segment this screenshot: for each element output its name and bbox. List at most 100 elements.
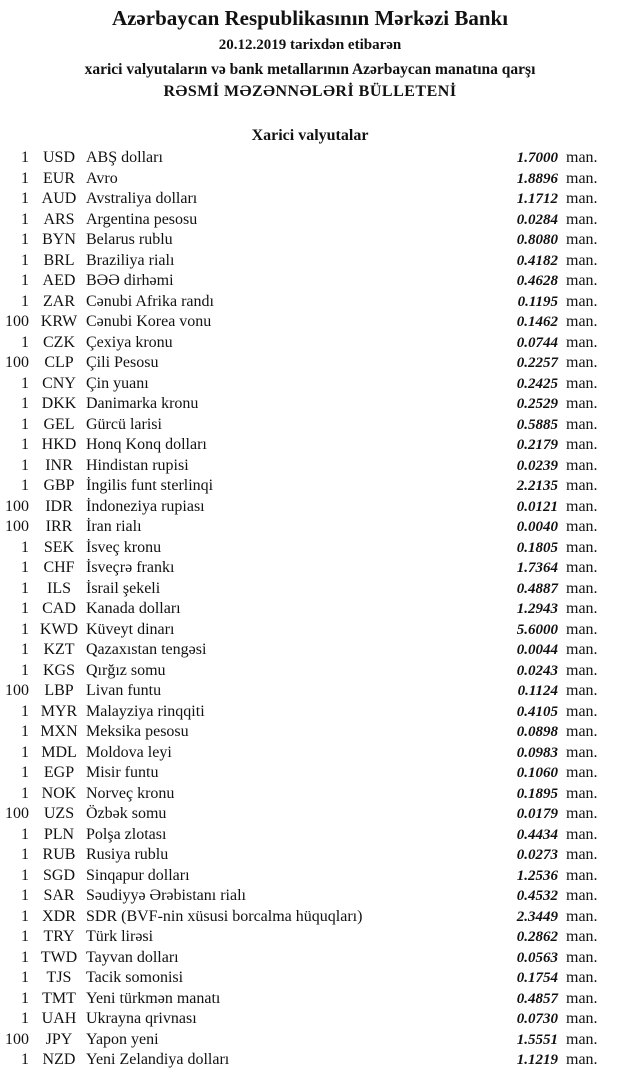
- currency-code: IRR: [45, 518, 73, 535]
- currency-quantity: 1: [21, 661, 29, 679]
- exchange-rate: 0.0273: [516, 847, 558, 863]
- currency-quantity: 100: [5, 497, 29, 515]
- unit-label: man.: [566, 538, 598, 556]
- exchange-rate: 0.0179: [516, 806, 558, 822]
- currency-quantity: 1: [21, 169, 29, 187]
- unit-label: man.: [566, 825, 598, 843]
- currency-row: 1 KZT Qazaxıstan tengəsi 0.0044 man.: [0, 640, 620, 661]
- currency-code: BYN: [42, 231, 76, 248]
- currency-row: 1 PLN Polşa zlotası 0.4434 man.: [0, 825, 620, 846]
- currency-row: 1 RUB Rusiya rublu 0.0273 man.: [0, 845, 620, 866]
- currency-name: Yeni türkmən manatı: [86, 989, 221, 1007]
- currency-quantity: 1: [21, 415, 29, 433]
- exchange-rate: 0.1124: [517, 683, 558, 699]
- currency-name: Sinqapur dolları: [86, 866, 190, 884]
- currency-code: KWD: [39, 620, 79, 638]
- unit-label: man.: [566, 641, 598, 658]
- currency-row: 1 EGP Misir funtu 0.1060 man.: [0, 763, 620, 784]
- unit-label: man.: [566, 866, 598, 884]
- date-line: 20.12.2019 tarixdən etibarən: [218, 37, 402, 53]
- currency-name: Türk lirəsi: [86, 928, 154, 945]
- currency-row: 100 IRR İran rialı 0.0040 man.: [0, 517, 620, 538]
- unit-label: man.: [566, 559, 598, 576]
- unit-label: man.: [566, 149, 598, 166]
- exchange-rate: 0.0040: [516, 519, 558, 535]
- currency-name: Meksika pesosu: [86, 723, 189, 740]
- currency-quantity: 1: [21, 743, 29, 761]
- exchange-rate: 1.7000: [516, 150, 558, 166]
- unit-label: man.: [566, 846, 598, 863]
- unit-label: man.: [566, 989, 598, 1007]
- currency-quantity: 1: [21, 436, 29, 453]
- unit-label: man.: [566, 620, 598, 638]
- currency-name: Yeni Zelandiya dolları: [86, 1051, 230, 1068]
- currency-name: Cənubi Korea vonu: [86, 313, 212, 330]
- currency-code: EGP: [43, 764, 75, 781]
- currency-row: 1 XDR SDR (BVF-nin xüsusi borcalma hüquqla…: [0, 907, 620, 928]
- currency-code: SAR: [43, 887, 75, 904]
- currency-quantity: 1: [21, 333, 29, 351]
- currency-code: SEK: [43, 538, 75, 556]
- unit-label: man.: [566, 190, 598, 207]
- currency-code: CHF: [43, 559, 75, 576]
- currency-code: AUD: [41, 190, 77, 207]
- currency-name: BƏƏ dirhəmi: [86, 272, 174, 289]
- currency-name: Qazaxıstan tengəsi: [86, 641, 207, 658]
- currency-code: PLN: [43, 825, 75, 843]
- exchange-rate: 0.8080: [516, 232, 558, 248]
- exchange-rate: 2.3449: [516, 908, 558, 925]
- currency-row: 1 TMT Yeni türkmən manatı 0.4857 man.: [0, 989, 620, 1010]
- exchange-rate: 0.5885: [516, 416, 558, 433]
- unit-label: man.: [566, 743, 598, 761]
- currency-code: NOK: [41, 784, 77, 802]
- exchange-rate: 1.8896: [516, 170, 558, 187]
- unit-label: man.: [566, 374, 598, 392]
- currency-name: İndoneziya rupiası: [86, 497, 205, 515]
- currency-code: TJS: [46, 969, 72, 986]
- unit-label: man.: [566, 661, 598, 679]
- currency-quantity: 1: [21, 969, 29, 986]
- currency-row: 1 GBP İngilis funt sterlinqi 2.2135 man.: [0, 476, 620, 497]
- exchange-rate: 0.0044: [516, 642, 558, 658]
- currency-quantity: 1: [21, 866, 29, 884]
- currency-name: Qırğız somu: [86, 661, 166, 679]
- exchange-rate: 1.7364: [516, 560, 558, 576]
- unit-label: man.: [566, 477, 598, 494]
- unit-label: man.: [566, 1051, 598, 1068]
- currency-quantity: 1: [21, 825, 29, 843]
- unit-label: man.: [566, 251, 598, 269]
- exchange-rate: 0.0730: [516, 1011, 558, 1027]
- currency-code: CZK: [43, 333, 75, 351]
- currency-row: 1 ZAR Cənubi Afrika randı 0.1195 man.: [0, 292, 620, 313]
- currency-quantity: 1: [21, 620, 29, 638]
- currency-name: Belarus rublu: [86, 231, 173, 248]
- exchange-rate: 1.5551: [516, 1031, 558, 1048]
- currency-quantity: 1: [21, 538, 29, 556]
- unit-label: man.: [566, 354, 598, 371]
- exchange-rate: 0.4434: [516, 826, 558, 843]
- currency-code: CAD: [42, 600, 76, 617]
- unit-label: man.: [566, 948, 598, 966]
- unit-label: man.: [566, 764, 598, 781]
- currency-code: TMT: [42, 989, 76, 1007]
- currency-quantity: 1: [21, 190, 29, 207]
- exchange-rate: 5.6000: [516, 621, 558, 638]
- currency-code: CLP: [44, 354, 74, 371]
- currency-code: MDL: [41, 743, 77, 761]
- currency-name: Avstraliya dolları: [86, 190, 198, 207]
- currency-code: INR: [45, 456, 73, 474]
- currency-quantity: 100: [5, 682, 29, 699]
- currency-row: 1 MDL Moldova leyi 0.0983 man.: [0, 743, 620, 764]
- currency-name: İsveç kronu: [86, 538, 162, 556]
- currency-code: RUB: [42, 846, 76, 863]
- currency-code: TRY: [43, 928, 75, 945]
- exchange-rate: 0.2257: [516, 355, 558, 371]
- unit-label: man.: [566, 579, 598, 597]
- currency-name: Livan funtu: [86, 682, 162, 699]
- currency-code: BRL: [43, 251, 75, 269]
- exchange-rate: 1.2536: [516, 867, 558, 884]
- currency-quantity: 1: [21, 641, 29, 658]
- currency-quantity: 1: [21, 600, 29, 617]
- exchange-rate: 0.0898: [516, 724, 558, 740]
- currency-row: 1 AUD Avstraliya dolları 1.1712 man.: [0, 189, 620, 210]
